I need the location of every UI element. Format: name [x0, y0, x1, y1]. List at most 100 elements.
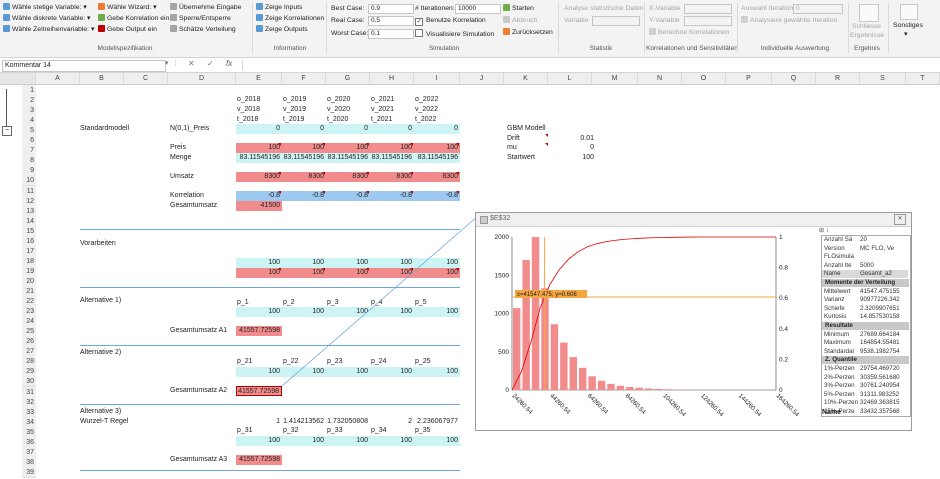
gbm-title[interactable]: GBM Modell — [507, 125, 546, 132]
cell-alt1-p[interactable]: p_5 — [415, 299, 427, 306]
cell-alt1[interactable]: 100 — [370, 307, 414, 317]
cell-preis[interactable]: 100 — [282, 143, 326, 153]
cell-korrelation[interactable]: -0.8 — [370, 191, 414, 201]
diskrete-variable-button[interactable]: Wähle diskrete Variable: ▾ — [3, 14, 90, 23]
col-header[interactable]: P — [726, 73, 772, 84]
row-header[interactable]: 39 — [22, 466, 36, 478]
cell-vorarbeiten[interactable]: 100 — [414, 268, 460, 278]
gbm-startwert-value[interactable]: 100 — [582, 154, 594, 161]
header-cell-t[interactable]: t_2018 — [237, 116, 259, 123]
label-vorarbeiten[interactable]: Vorarbeiten — [80, 240, 116, 247]
worst-case-input[interactable]: 0.1 — [368, 29, 414, 39]
cancel-icon[interactable]: ✕ — [188, 59, 195, 68]
cell-alt3[interactable]: 100 — [326, 436, 370, 446]
col-header[interactable]: F — [282, 73, 326, 84]
cell-alt3-p[interactable]: p_32 — [283, 427, 299, 434]
analyse-statistische-daten-button[interactable]: Analyse statistische Daten — [564, 5, 644, 12]
formula-input[interactable] — [242, 60, 937, 70]
cell-alt1[interactable]: 100 — [326, 307, 370, 317]
cell-alt3[interactable]: 100 — [236, 436, 282, 446]
col-header[interactable]: I — [414, 73, 460, 84]
cell-alt2[interactable]: 100 — [326, 367, 370, 377]
cell-alt3-p[interactable]: p_35 — [415, 427, 431, 434]
cell-n-preis[interactable]: 0 — [370, 124, 414, 134]
cell-alt2[interactable]: 100 — [282, 367, 326, 377]
cell-umsatz[interactable]: 8300 — [414, 172, 460, 182]
cell-n-preis[interactable]: 0 — [414, 124, 460, 134]
col-header[interactable]: N — [638, 73, 682, 84]
chart-window[interactable]: $E$32 ✕ x=41547.475; y=0.608 0 500 1000 1500… — [475, 212, 912, 431]
cell-alt1-p[interactable]: p_1 — [237, 299, 249, 306]
cell-alt1-p[interactable]: p_3 — [327, 299, 339, 306]
name-box[interactable]: Kommentar 14 — [2, 60, 166, 72]
label-menge[interactable]: Menge — [170, 154, 192, 161]
starten-button[interactable]: Starten — [503, 4, 534, 13]
cell-alt3-p[interactable]: p_31 — [237, 427, 253, 434]
cell-menge[interactable]: 83.11545196 — [370, 153, 414, 163]
variable-select[interactable] — [592, 16, 640, 26]
x-variable-select[interactable] — [684, 4, 732, 14]
wizard-button[interactable]: Wähle Wizard: ▾ — [98, 3, 157, 12]
outline-collapse-icon[interactable]: − — [2, 126, 12, 136]
cell-menge[interactable]: 83.11545196 — [414, 153, 460, 163]
cell-wurzel[interactable]: 2.236067977 — [417, 418, 458, 425]
col-header[interactable]: K — [504, 73, 548, 84]
label-alternative-3[interactable]: Alternative 3) — [80, 408, 122, 415]
stats-toolbar-icon[interactable]: ⊞ ↕ — [819, 228, 829, 234]
cell-alt1-p[interactable]: p_2 — [283, 299, 295, 306]
abbruch-button[interactable]: Abbruch — [503, 16, 537, 25]
benutze-korrelation-checkbox[interactable]: ✓ Benutze Korrelation — [415, 17, 486, 26]
cell-alt2-p[interactable]: p_23 — [327, 358, 343, 365]
cell-umsatz[interactable]: 8300 — [282, 172, 326, 182]
gbm-startwert-label[interactable]: Startwert — [507, 154, 536, 161]
cell-gesamtumsatz-a2[interactable]: 41557.72598 — [236, 386, 282, 396]
cell-n-preis[interactable]: 0 — [236, 124, 282, 134]
y-variable-select[interactable] — [684, 16, 732, 26]
header-cell-v[interactable]: v_2021 — [371, 106, 394, 113]
header-cell-t[interactable]: t_2020 — [327, 116, 349, 123]
korrelation-eingeben-button[interactable]: Gebe Korrelation ein — [98, 14, 169, 23]
output-eingeben-button[interactable]: Gebe Output ein — [98, 25, 157, 34]
header-cell-t[interactable]: t_2021 — [371, 116, 393, 123]
uebernehme-eingabe-button[interactable]: Übernehme Eingabe — [170, 3, 241, 12]
sonstiges-button[interactable]: Sonstiges — [893, 22, 923, 29]
cell-vorarbeiten[interactable]: 100 — [370, 258, 414, 268]
cell-wurzel[interactable]: 2 — [408, 418, 412, 425]
cell-umsatz[interactable]: 8300 — [236, 172, 282, 182]
cell-menge[interactable]: 83.11545196 — [236, 153, 282, 163]
col-header[interactable]: D — [168, 73, 236, 84]
cell-gesamtumsatz-a3[interactable]: 41557.72598 — [236, 455, 282, 465]
label-gesamtumsatz-a2[interactable]: Gesamtumsatz A2 — [170, 387, 228, 394]
chart-window-titlebar[interactable]: $E$32 ✕ — [476, 213, 911, 227]
header-cell-o[interactable]: o_2020 — [327, 96, 351, 103]
label-gesamtumsatz[interactable]: Gesamtumsatz — [170, 202, 218, 209]
berechne-korrelationen-button[interactable]: Berechne Korrelationen — [649, 28, 729, 37]
gbm-drift-value[interactable]: 0.01 — [580, 135, 594, 142]
cell-alt2-p[interactable]: p_22 — [283, 358, 299, 365]
cell-vorarbeiten[interactable]: 100 — [236, 268, 282, 278]
cell-wurzel[interactable]: 1 — [276, 418, 280, 425]
label-gesamtumsatz-a3[interactable]: Gesamtumsatz A3 — [170, 456, 228, 463]
col-header[interactable]: L — [548, 73, 592, 84]
col-header[interactable]: S — [860, 73, 906, 84]
cell-umsatz[interactable]: 8300 — [370, 172, 414, 182]
header-cell-v[interactable]: v_2020 — [327, 106, 350, 113]
header-cell-o[interactable]: o_2019 — [283, 96, 307, 103]
header-cell-t[interactable]: t_2019 — [283, 116, 305, 123]
name-box-dropdown-icon[interactable]: ▾ — [165, 60, 169, 67]
cell-wurzel[interactable]: 1.732050808 — [327, 418, 368, 425]
cell-korrelation[interactable]: -0.8 — [282, 191, 326, 201]
col-header[interactable]: M — [592, 73, 638, 84]
cell-vorarbeiten[interactable]: 100 — [414, 258, 460, 268]
zuruecksetzen-button[interactable]: Zurücksetzen — [503, 28, 553, 37]
cell-vorarbeiten[interactable]: 100 — [282, 268, 326, 278]
gbm-mu-value[interactable]: 0 — [590, 144, 594, 151]
visualisiere-checkbox[interactable]: Visualisiere Simulation — [415, 29, 494, 39]
gbm-drift-label[interactable]: Drift — [507, 135, 520, 142]
header-cell-o[interactable]: o_2021 — [371, 96, 395, 103]
cell-korrelation[interactable]: -0.8 — [414, 191, 460, 201]
col-header[interactable]: Q — [772, 73, 816, 84]
zeige-korrelationen-button[interactable]: Zeige Korrelationen — [256, 14, 324, 23]
zeige-inputs-button[interactable]: Zeige Inputs — [256, 3, 302, 12]
cell-preis[interactable]: 100 — [414, 143, 460, 153]
